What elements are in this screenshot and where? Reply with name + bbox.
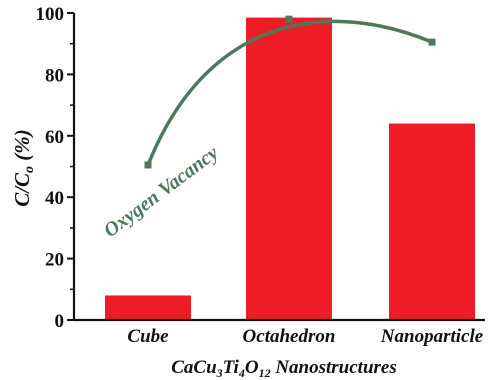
x-axis-title: CaCu3Ti4O12 Nanostructures	[171, 357, 397, 380]
bars-layer	[105, 17, 475, 321]
y-tick-label: 0	[55, 311, 65, 332]
y-tick-label: 60	[45, 127, 64, 148]
x-category-label: Nanoparticle	[380, 326, 484, 347]
oxygen-vacancy-annotation: Oxygen Vacancy	[100, 142, 223, 242]
y-tick-label: 80	[45, 65, 64, 86]
x-category-label: Octahedron	[243, 326, 336, 347]
x-category-label: Cube	[127, 326, 169, 347]
y-tick-label: 40	[45, 188, 64, 209]
y-tick-label: 100	[36, 4, 65, 25]
y-tick-label: 20	[45, 250, 64, 271]
y-axis-ticks: 0 20 40 60 80 100	[36, 4, 74, 332]
oxygen-vacancy-point-nanoparticle	[428, 38, 436, 46]
bar-cube	[105, 295, 191, 320]
oxygen-vacancy-line	[146, 19, 433, 166]
oxygen-vacancy-point-octahedron	[285, 15, 293, 23]
bar-nanoparticle	[389, 123, 475, 321]
oxygen-vacancy-curve	[144, 15, 436, 169]
x-axis-category-labels: Cube Octahedron Nanoparticle	[127, 326, 483, 347]
oxygen-vacancy-point-cube	[144, 161, 152, 169]
bar-octahedron	[246, 17, 332, 320]
y-axis-title: C/Co (%)	[10, 129, 37, 207]
